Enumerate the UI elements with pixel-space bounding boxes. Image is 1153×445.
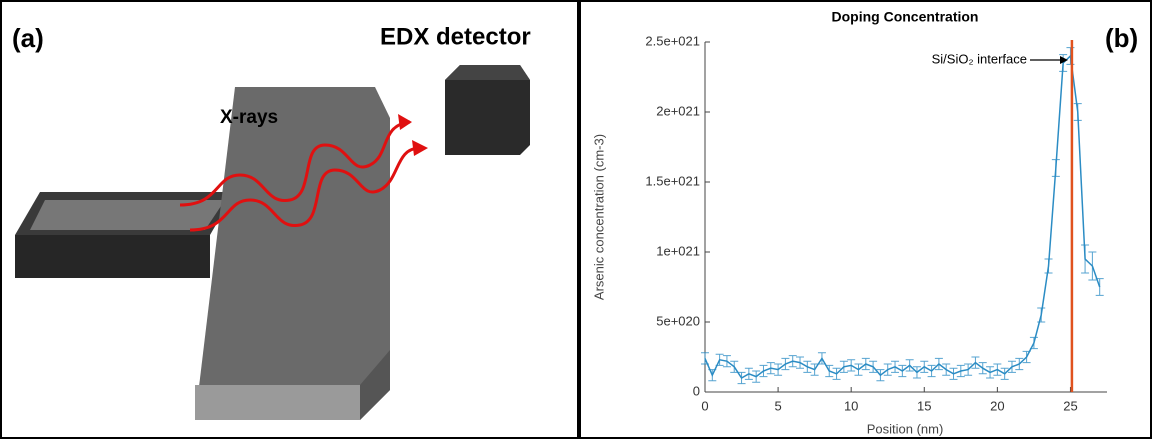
y-tick-label: 2e+021 xyxy=(656,103,700,118)
detector-label: EDX detector xyxy=(380,23,531,50)
annotation-arrowhead xyxy=(1060,56,1068,64)
x-axis-label: Position (nm) xyxy=(867,421,944,436)
chart: Doping Concentration Position (nm) Arsenic… xyxy=(591,9,1107,436)
arrow-head xyxy=(398,114,412,130)
panel-label: (b) xyxy=(1105,23,1138,53)
xrays-label: X-rays xyxy=(220,107,278,128)
y-tick-label: 1.5e+021 xyxy=(645,173,700,188)
y-tick-label: 2.5e+021 xyxy=(645,33,700,48)
x-tick-label: 5 xyxy=(774,398,781,413)
annotation-text: Si/SiO₂ interface xyxy=(932,51,1027,66)
data-line xyxy=(704,54,1101,380)
xray-wave xyxy=(179,120,411,207)
x-tick-label: 25 xyxy=(1063,398,1077,413)
beam-side xyxy=(360,350,390,420)
x-tick-label: 20 xyxy=(990,398,1004,413)
x-tick-label: 0 xyxy=(701,398,708,413)
panel-label: (a) xyxy=(12,23,44,53)
beam-front xyxy=(195,385,360,420)
y-tick-label: 1e+021 xyxy=(656,243,700,258)
x-tick-label: 15 xyxy=(917,398,931,413)
arrow-head xyxy=(412,140,428,156)
chart-title: Doping Concentration xyxy=(832,9,979,25)
y-tick-label: 5e+020 xyxy=(656,313,700,328)
sample-front xyxy=(15,235,210,278)
panel-b-border xyxy=(579,0,1152,439)
detector xyxy=(445,65,530,155)
xray-wave xyxy=(189,146,421,232)
y-axis-label: Arsenic concentration (cm-3) xyxy=(591,134,606,300)
y-tick-label: 0 xyxy=(693,383,700,398)
detector-top xyxy=(445,65,530,80)
x-tick-label: 10 xyxy=(844,398,858,413)
sample-inner xyxy=(30,200,225,230)
